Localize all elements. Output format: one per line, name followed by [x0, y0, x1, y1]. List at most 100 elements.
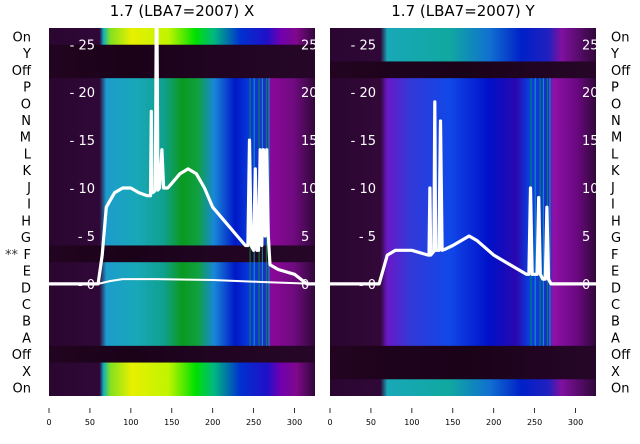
heatmap-row-x — [330, 362, 596, 380]
y-tick-label-right: 25 — [582, 38, 599, 53]
row-label: Off — [611, 64, 631, 79]
row-label: N — [611, 114, 621, 129]
y-tick-label-right: 25 — [301, 38, 318, 53]
flag-marker: ** — [5, 248, 19, 263]
heatmap-row-o — [330, 94, 596, 113]
y-tick-label-right: 10 — [301, 182, 318, 197]
y-tick-label-right: 20 — [301, 86, 318, 101]
heatmap-row-on — [330, 379, 596, 396]
heatmap-row-f — [330, 245, 596, 263]
x-tick-label: 200 — [486, 418, 501, 427]
row-label: P — [23, 81, 31, 96]
row-label: B — [22, 315, 31, 330]
heatmap-row-p — [330, 78, 596, 96]
heatmap-row-k — [330, 161, 596, 180]
plot-area: - 0 0- 5 5- 10 10- 15 15- 20 20- 25 25 — [49, 28, 318, 396]
row-label: Y — [610, 47, 619, 62]
row-label: B — [611, 315, 620, 330]
row-label: D — [21, 281, 31, 296]
heatmap-row-h — [49, 212, 315, 230]
row-label: F — [611, 248, 618, 263]
y-tick-label: - 25 — [70, 38, 95, 53]
rfi-stripe — [542, 78, 544, 346]
y-tick-label: - 15 — [351, 134, 376, 149]
heatmap-row-x — [49, 362, 315, 380]
heatmap-row-h — [330, 212, 596, 230]
heatmap-row-m — [330, 128, 596, 146]
heatmap-row-off — [330, 345, 596, 364]
y-tick-label: - 25 — [351, 38, 376, 53]
x-tick-label: 0 — [327, 418, 332, 427]
row-label: Off — [12, 348, 32, 363]
heatmap-row-off — [330, 61, 596, 79]
rfi-stripe — [534, 78, 536, 346]
y-tick-label: - 10 — [351, 182, 376, 197]
y-tick-label-right: 0 — [301, 278, 309, 293]
heatmap-row-i — [49, 195, 315, 213]
row-label: A — [611, 331, 620, 346]
heatmap-row-c — [330, 295, 596, 313]
heatmap-row-i — [330, 195, 596, 213]
y-tick-label-right: 10 — [582, 182, 599, 197]
heatmap-row-y — [330, 44, 596, 62]
row-label: Y — [22, 47, 31, 62]
heatmap-row-o — [49, 94, 315, 113]
plot-panel-x: - 0 0- 5 5- 10 10- 15 15- 20 20- 25 25OnYOffPO… — [5, 28, 318, 427]
x-tick-label: 150 — [164, 418, 179, 427]
heatmap-row-p — [49, 78, 315, 96]
y-tick-label: - 20 — [351, 86, 376, 101]
row-label: K — [22, 164, 31, 179]
row-label: K — [611, 164, 620, 179]
heatmap-row-d — [49, 278, 315, 297]
row-label: E — [611, 265, 619, 280]
series-line-spectra — [49, 28, 315, 286]
x-tick-label: 250 — [246, 418, 261, 427]
row-label: L — [24, 147, 32, 162]
row-label: N — [21, 114, 31, 129]
row-label: G — [611, 231, 621, 246]
y-tick-label: - 5 — [78, 230, 95, 245]
row-label: E — [23, 265, 31, 280]
row-label: I — [27, 198, 31, 213]
plot-panel-y: - 0 0- 5 5- 10 10- 15 15- 20 20- 25 25OnYOffPO… — [327, 28, 631, 427]
rfi-stripe — [549, 78, 551, 346]
row-label: C — [611, 298, 620, 313]
heatmap-row-b — [330, 312, 596, 330]
heatmap-row-n — [330, 111, 596, 129]
y-tick-label: - 20 — [70, 86, 95, 101]
series-line-baseline — [49, 278, 315, 285]
heatmap-row-a — [49, 329, 315, 347]
x-tick-label: 200 — [205, 418, 220, 427]
row-label: F — [24, 248, 31, 263]
heatmap-row-l — [330, 145, 596, 163]
x-tick-label: 100 — [404, 418, 419, 427]
row-label: L — [611, 147, 619, 162]
row-label: M — [611, 131, 622, 146]
row-label: O — [611, 97, 621, 112]
row-label: A — [22, 331, 31, 346]
row-label: Off — [611, 348, 631, 363]
x-tick-label: 100 — [123, 418, 138, 427]
row-label: On — [13, 382, 31, 397]
heatmap-row-y — [49, 44, 315, 62]
x-tick-label: 300 — [287, 418, 302, 427]
y-tick-label-right: 15 — [582, 134, 599, 149]
x-tick-label: 0 — [46, 418, 51, 427]
y-tick-label: - 5 — [359, 230, 376, 245]
y-tick-label-right: 15 — [301, 134, 318, 149]
heatmap-row-k — [49, 161, 315, 180]
y-tick-label-right: 5 — [301, 230, 309, 245]
row-label: D — [611, 281, 621, 296]
y-tick-label: - 10 — [70, 182, 95, 197]
heatmap-row-n — [49, 111, 315, 129]
row-label: X — [22, 365, 31, 380]
heatmap-row-b — [49, 312, 315, 330]
row-label: H — [21, 214, 31, 229]
heatmap-row-e — [49, 262, 315, 280]
row-label: J — [610, 181, 615, 196]
heatmap-row-on — [330, 28, 596, 46]
heatmap-row-on — [49, 379, 315, 396]
row-label: O — [21, 97, 31, 112]
heatmap-row-c — [49, 295, 315, 313]
row-label: H — [611, 214, 621, 229]
